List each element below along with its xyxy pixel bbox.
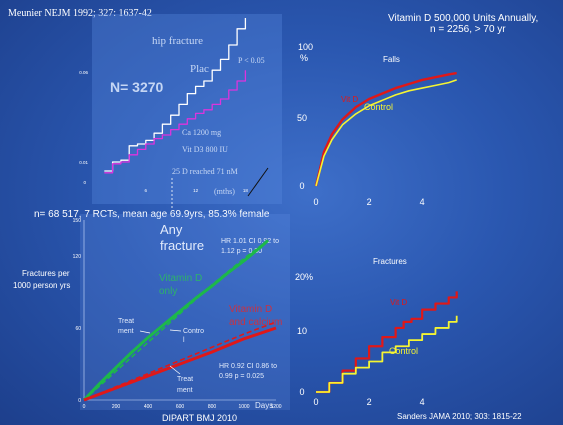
fractures-title: Fractures [373, 257, 407, 266]
fractures-ylabel-20: 20% [295, 272, 314, 282]
falls-series-vitd-line [314, 71, 457, 187]
dipart-series-vitd-calcium-control-line [83, 321, 277, 401]
falls-ylabel-percent: % [300, 53, 309, 63]
meunier-ca-label: Ca 1200 mg [182, 128, 222, 137]
meunier-ytick-0: 0.01 [79, 160, 88, 165]
dipart-title-line2: fracture [160, 238, 205, 253]
dipart-xtick-0: 0 [83, 404, 86, 410]
dipart-treat-top-line1: Treat [118, 318, 135, 325]
dipart-vitd-only-line2: only [159, 286, 178, 297]
dipart-xtick-1: 200 [112, 404, 121, 410]
fractures-vitd-label: Vit D [390, 298, 408, 307]
meunier-ytick-1: 0.06 [79, 70, 88, 75]
dipart-hr-top: HR 1.01 CI 0.92 to 1.12 p = 0.80 [221, 238, 279, 255]
mid-caption: n= 68 517, 7 RCTs, mean age 69.9yrs, 85.… [34, 209, 270, 220]
falls-ytick-1: 0 [299, 181, 304, 191]
dipart-hr-bottom: HR 0.92 CI 0.86 to 0.99 p = 0.025 [219, 363, 277, 380]
falls-vitd-label: Vit D [341, 95, 359, 104]
dipart-series-vitd-calcium-line [83, 326, 277, 402]
fractures-ytick-0: 10 [297, 326, 307, 336]
dipart-panel [80, 214, 290, 410]
meunier-ytick-zero: 0 [83, 180, 86, 185]
meunier-title: hip fracture [152, 35, 203, 47]
fractures-series-control-line [316, 315, 458, 393]
dipart-xtick-5: 1000 [238, 404, 249, 410]
meunier-panel [92, 14, 282, 204]
fractures-xtick-1: 2 [367, 397, 372, 407]
falls-ylabel-100: 100 [298, 42, 314, 52]
dipart-treat-bottom-arrow [169, 365, 181, 375]
fractures-xtick-0: 0 [313, 397, 318, 407]
fractures-control-label: Control [389, 346, 419, 356]
dipart-treat-bottom-line2: ment [177, 387, 193, 394]
meunier-arrow-line [247, 167, 269, 197]
meunier-reached-label: 25 D reached 71 nM [172, 167, 238, 176]
dipart-ytick-3: 150 [73, 218, 82, 224]
fractures-xtick-2: 4 [420, 397, 425, 407]
fractures-series-vitd-line [316, 291, 458, 394]
meunier-xtick-2: 18 [243, 188, 249, 193]
dipart-ytick-2: 120 [73, 254, 82, 260]
dipart-xtick-2: 400 [144, 404, 153, 410]
dipart-ylabel-line2: 1000 person yrs [13, 281, 71, 290]
citation-bottom-left: DIPART BMJ 2010 [162, 413, 238, 423]
falls-series-control-line [315, 79, 457, 187]
meunier-plac-label: Plac [190, 63, 209, 75]
dipart-xlabel: Days [255, 401, 274, 410]
dipart-ylabel-line1: Fractures per [22, 269, 70, 278]
dipart-vitd-ca-line2: and calcium [229, 317, 283, 328]
meunier-pvalue: P < 0.05 [238, 56, 265, 65]
dipart-treat-top-arrow [139, 330, 151, 334]
dipart-series-vitd-only-line [82, 239, 270, 402]
dipart-xtick-6: 1200 [270, 404, 281, 410]
falls-ytick-0: 50 [297, 113, 307, 123]
falls-xtick-0: 0 [313, 197, 318, 207]
citation-bottom-right: Sanders JAMA 2010; 303: 1815-22 [397, 412, 522, 421]
falls-title: Falls [383, 55, 400, 64]
falls-xtick-2: 4 [420, 197, 425, 207]
dipart-series-vitd-only-control-line [83, 239, 269, 401]
dipart-control-arrow [169, 329, 182, 332]
dipart-control-line1: Contro [183, 328, 205, 335]
header-top-right-line2: n = 2256, > 70 yr [430, 24, 506, 35]
meunier-series-treatment-line [104, 70, 247, 174]
meunier-series-placebo-line [104, 18, 247, 172]
dipart-title-line1: Any [160, 222, 183, 237]
dipart-xtick-4: 800 [208, 404, 217, 410]
meunier-n-label: N= 3270 [110, 79, 164, 95]
falls-control-label: Control [364, 102, 394, 112]
falls-xtick-1: 2 [367, 197, 372, 207]
meunier-xtick-0: 6 [145, 188, 148, 193]
fractures-ytick-1: 0 [299, 387, 304, 397]
dipart-xtick-3: 600 [176, 404, 185, 410]
citation-top-left: Meunier NEJM 1992; 327: 1637-42 [8, 8, 152, 19]
dipart-treat-top-line2: ment [118, 328, 134, 335]
dipart-vitd-only-line1: Vitamin D [159, 273, 203, 284]
meunier-xtick-1: 12 [193, 188, 199, 193]
header-top-right-line1: Vitamin D 500,000 Units Annually, [388, 13, 539, 24]
dipart-vitd-ca-line1: Vitamin D [229, 304, 273, 315]
dipart-control-line2: l [183, 337, 185, 344]
dipart-treat-bottom-line1: Treat [177, 376, 194, 383]
dipart-ytick-0: 0 [78, 398, 81, 404]
meunier-vitd-label: Vit D3 800 IU [182, 145, 228, 154]
meunier-xunit: (mths) [214, 187, 235, 196]
dipart-ytick-1: 60 [75, 326, 81, 332]
